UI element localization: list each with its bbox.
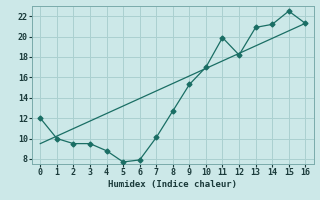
X-axis label: Humidex (Indice chaleur): Humidex (Indice chaleur)	[108, 180, 237, 189]
